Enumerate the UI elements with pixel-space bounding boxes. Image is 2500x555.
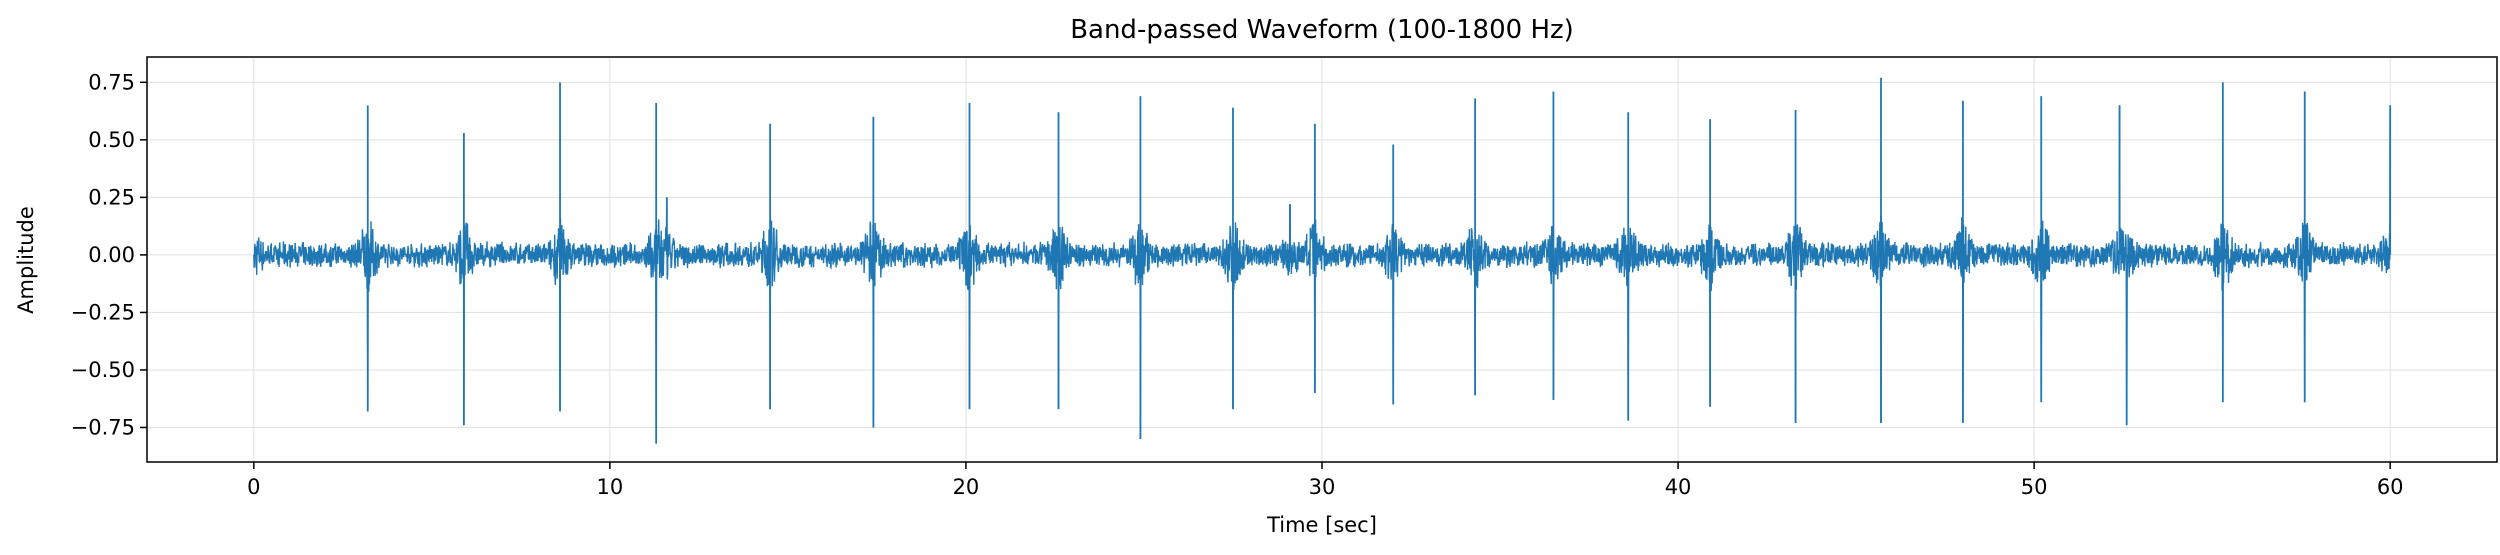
x-tick-label: 60 [2377,475,2404,499]
y-axis-ticks: 0.75 0.50 0.25 0.00 −0.25 −0.50 −0.75 [71,70,147,439]
x-tick-label: 40 [1665,475,1692,499]
x-tick-label: 20 [953,475,980,499]
x-tick-label: 30 [1309,475,1336,499]
x-tick-label: 50 [2021,475,2048,499]
y-axis-title: Amplitude [14,206,38,314]
y-tick-label: −0.25 [71,300,135,324]
y-tick-label: 0.25 [88,185,135,209]
y-tick-label: 0.50 [88,128,135,152]
x-tick-label: 0 [247,475,260,499]
x-axis-ticks: 0 10 20 30 40 50 60 [247,462,2404,499]
waveform-line [253,105,2391,444]
y-tick-label: 0.75 [88,70,135,94]
x-axis-title: Time [sec] [1266,513,1377,537]
x-tick-label: 10 [597,475,624,499]
y-tick-label: −0.75 [71,415,135,439]
chart-title: Band-passed Waveform (100-1800 Hz) [1070,15,1574,45]
y-tick-label: 0.00 [88,243,135,267]
waveform-series [253,77,2392,444]
y-tick-label: −0.50 [71,358,135,382]
